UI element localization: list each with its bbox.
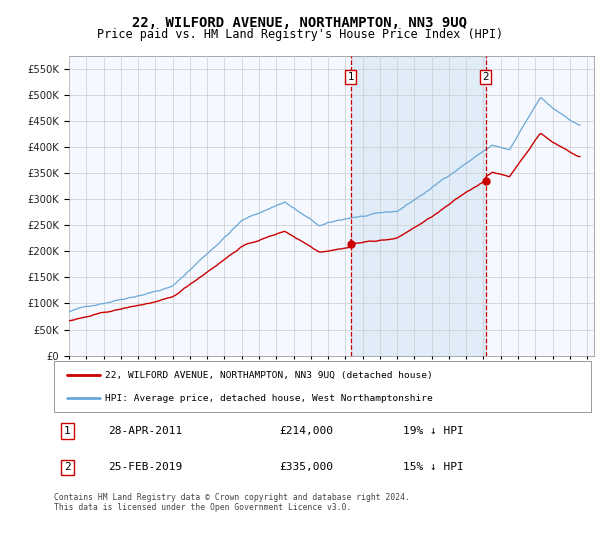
Text: 19% ↓ HPI: 19% ↓ HPI <box>403 426 464 436</box>
Text: £214,000: £214,000 <box>280 426 334 436</box>
Text: £335,000: £335,000 <box>280 463 334 472</box>
Text: 1: 1 <box>347 72 354 82</box>
Text: 28-APR-2011: 28-APR-2011 <box>108 426 182 436</box>
Bar <box>351 56 485 356</box>
Text: 2: 2 <box>482 72 489 82</box>
Text: 22, WILFORD AVENUE, NORTHAMPTON, NN3 9UQ: 22, WILFORD AVENUE, NORTHAMPTON, NN3 9UQ <box>133 16 467 30</box>
Text: Price paid vs. HM Land Registry's House Price Index (HPI): Price paid vs. HM Land Registry's House … <box>97 28 503 41</box>
Text: 2: 2 <box>64 463 71 472</box>
Text: 1: 1 <box>64 426 71 436</box>
Text: 25-FEB-2019: 25-FEB-2019 <box>108 463 182 472</box>
Text: Contains HM Land Registry data © Crown copyright and database right 2024.
This d: Contains HM Land Registry data © Crown c… <box>54 493 410 512</box>
Text: 15% ↓ HPI: 15% ↓ HPI <box>403 463 464 472</box>
Text: 22, WILFORD AVENUE, NORTHAMPTON, NN3 9UQ (detached house): 22, WILFORD AVENUE, NORTHAMPTON, NN3 9UQ… <box>105 371 433 380</box>
Text: HPI: Average price, detached house, West Northamptonshire: HPI: Average price, detached house, West… <box>105 394 433 403</box>
